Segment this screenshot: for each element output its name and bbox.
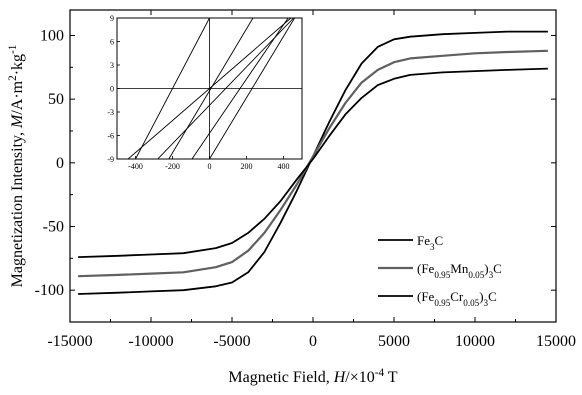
inset-line-2: [168, 18, 254, 159]
y-tick-label-3: 50: [48, 91, 64, 108]
legend-label-0: Fe3C: [417, 233, 443, 252]
y-axis-title-part: Magnetization Intensity,: [9, 128, 26, 287]
inset-x-tick-label-1: -200: [165, 162, 180, 171]
legend-label-1-part: 3: [489, 270, 494, 280]
inset-y-tick-label-1: -6: [107, 132, 114, 141]
y-axis-title: Magnetization Intensity, M/A·m2·kg-1: [7, 45, 26, 288]
legend-label-0-part: 3: [430, 242, 435, 252]
y-tick-label-1: -50: [43, 218, 64, 235]
legend-label-1-part: ): [484, 261, 488, 276]
inset-y-tick-label-6: 9: [110, 14, 114, 23]
y-tick-label-2: 0: [56, 155, 64, 172]
x-tick-label-3: 0: [309, 333, 317, 350]
y-tick-label-0: -100: [35, 282, 64, 299]
legend-label-2-part: (Fe: [417, 289, 435, 304]
inset-y-tick-label-2: -3: [107, 108, 114, 117]
inset-line-5: [209, 18, 295, 159]
legend-label-1-part: (Fe: [417, 261, 435, 276]
inset-x-tick-label-3: 200: [241, 162, 253, 171]
inset-line-0: [127, 18, 292, 159]
inset-y-tick-label-5: 6: [110, 38, 114, 47]
inset-y-tick-label-0: -9: [107, 155, 114, 164]
series-line-2: [78, 67, 548, 258]
inset-line-4: [135, 18, 210, 159]
x-axis-title-part: /×10: [345, 369, 374, 386]
legend-label-1-part: Mn: [450, 261, 469, 276]
y-axis-title-part: 2: [7, 75, 19, 81]
x-tick-label-0: -15000: [47, 333, 92, 350]
inset-x-tick-label-4: 400: [278, 162, 290, 171]
legend-label-1: (Fe0.95Mn0.05)3C: [417, 261, 502, 280]
x-axis-title-part: H: [333, 369, 347, 386]
legend-label-0-part: Fe: [417, 233, 430, 248]
inset-line-3: [191, 18, 289, 159]
inset-y-tick-label-4: 3: [110, 61, 114, 70]
legend-label-1-part: 0.95: [434, 270, 450, 280]
legend-label-1-part: 0.05: [468, 270, 484, 280]
x-axis-title: Magnetic Field, H/×10-4 T: [228, 367, 397, 386]
inset-x-tick-label-2: 0: [208, 162, 212, 171]
legend-label-0-part: C: [435, 233, 444, 248]
x-axis-title-part: T: [384, 369, 398, 386]
legend-label-2-part: C: [488, 289, 497, 304]
series-line-1: [78, 49, 548, 278]
x-tick-label-1: -10000: [128, 333, 173, 350]
y-axis-title-part: M: [9, 113, 26, 129]
legend-label-2-part: 0.05: [463, 298, 479, 308]
x-tick-label-6: 15000: [536, 333, 576, 350]
y-axis-title-part: ·kg: [9, 54, 26, 75]
inset-x-tick-label-0: -400: [128, 162, 143, 171]
inset-y-tick-label-3: 0: [110, 85, 114, 94]
y-axis-title-part: /A·m: [9, 80, 26, 114]
y-axis-title-part: -1: [7, 45, 19, 54]
y-tick-label-4: 100: [40, 27, 64, 44]
legend-label-2-part: ): [479, 289, 483, 304]
x-axis-title-part: -4: [375, 367, 385, 379]
legend-label-2-part: 3: [484, 298, 489, 308]
x-axis-title-part: Magnetic Field,: [228, 369, 333, 386]
legend-label-2: (Fe0.95Cr0.05)3C: [417, 289, 497, 308]
x-tick-label-2: -5000: [213, 333, 250, 350]
x-tick-label-5: 10000: [455, 333, 495, 350]
legend-label-2-part: 0.95: [434, 298, 450, 308]
legend-label-2-part: Cr: [450, 289, 464, 304]
legend-label-1-part: C: [493, 261, 502, 276]
inset-lines: [127, 18, 295, 159]
inset-line-1: [157, 18, 294, 159]
x-tick-label-4: 5000: [378, 333, 410, 350]
